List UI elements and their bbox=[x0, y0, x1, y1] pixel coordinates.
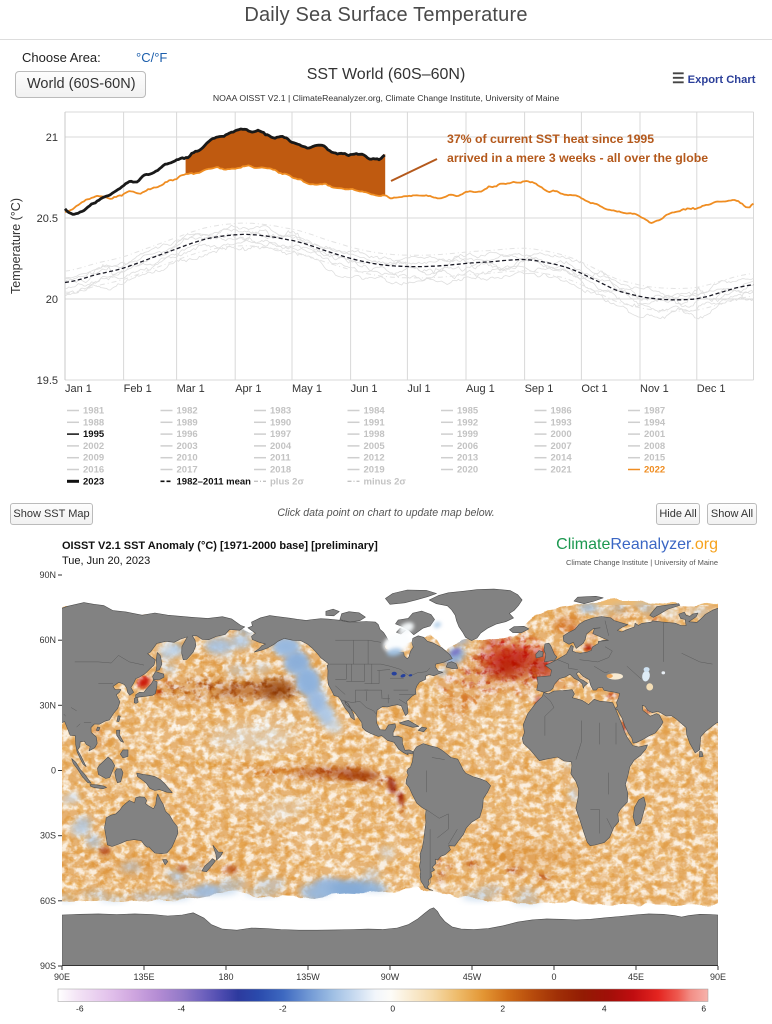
svg-text:1987: 1987 bbox=[644, 406, 665, 417]
svg-text:2019: 2019 bbox=[364, 465, 385, 476]
svg-text:30N: 30N bbox=[39, 700, 56, 710]
svg-text:90E: 90E bbox=[710, 972, 726, 982]
svg-text:2001: 2001 bbox=[644, 429, 666, 440]
svg-text:2020: 2020 bbox=[457, 465, 478, 476]
svg-text:Oct 1: Oct 1 bbox=[581, 383, 607, 395]
svg-text:45W: 45W bbox=[463, 972, 482, 982]
svg-text:2007: 2007 bbox=[551, 441, 572, 452]
svg-text:135W: 135W bbox=[296, 972, 320, 982]
svg-text:1997: 1997 bbox=[270, 429, 291, 440]
svg-text:90E: 90E bbox=[54, 972, 70, 982]
svg-text:0: 0 bbox=[390, 1004, 395, 1014]
svg-text:1998: 1998 bbox=[364, 429, 385, 440]
svg-text:1991: 1991 bbox=[364, 417, 386, 428]
svg-text:19.5: 19.5 bbox=[37, 375, 58, 387]
svg-text:2017: 2017 bbox=[177, 465, 198, 476]
svg-text:0: 0 bbox=[51, 766, 56, 776]
svg-text:1981: 1981 bbox=[83, 406, 105, 417]
svg-text:1996: 1996 bbox=[177, 429, 198, 440]
svg-text:1989: 1989 bbox=[177, 417, 198, 428]
svg-text:-2: -2 bbox=[279, 1004, 287, 1014]
svg-text:1982–2011 mean: 1982–2011 mean bbox=[177, 476, 252, 487]
svg-text:2022: 2022 bbox=[644, 465, 665, 476]
svg-text:2000: 2000 bbox=[551, 429, 572, 440]
svg-text:37% of current SST heat since: 37% of current SST heat since 1995 bbox=[447, 132, 654, 146]
svg-text:4: 4 bbox=[602, 1004, 607, 1014]
svg-text:90N: 90N bbox=[39, 570, 56, 580]
svg-text:90S: 90S bbox=[40, 961, 56, 971]
svg-text:arrived in a mere 3 weeks - al: arrived in a mere 3 weeks - all over the… bbox=[447, 151, 708, 165]
svg-text:1988: 1988 bbox=[83, 417, 104, 428]
svg-text:Sep 1: Sep 1 bbox=[525, 383, 554, 395]
svg-text:21: 21 bbox=[46, 132, 58, 144]
svg-text:1992: 1992 bbox=[457, 417, 478, 428]
svg-text:2023: 2023 bbox=[83, 476, 104, 487]
svg-text:Jan 1: Jan 1 bbox=[65, 383, 92, 395]
svg-text:1993: 1993 bbox=[551, 417, 572, 428]
svg-text:2021: 2021 bbox=[551, 465, 573, 476]
svg-text:2006: 2006 bbox=[457, 441, 478, 452]
svg-text:2016: 2016 bbox=[83, 465, 104, 476]
svg-text:1983: 1983 bbox=[270, 406, 291, 417]
svg-text:2010: 2010 bbox=[177, 453, 198, 464]
svg-text:Dec 1: Dec 1 bbox=[697, 383, 726, 395]
svg-text:1999: 1999 bbox=[457, 429, 478, 440]
svg-text:60S: 60S bbox=[40, 896, 56, 906]
svg-text:2014: 2014 bbox=[551, 453, 573, 464]
svg-text:2003: 2003 bbox=[177, 441, 198, 452]
svg-text:2005: 2005 bbox=[364, 441, 386, 452]
svg-text:Mar 1: Mar 1 bbox=[177, 383, 205, 395]
svg-text:1985: 1985 bbox=[457, 406, 479, 417]
svg-text:90W: 90W bbox=[381, 972, 400, 982]
svg-text:Nov 1: Nov 1 bbox=[640, 383, 669, 395]
svg-text:-6: -6 bbox=[76, 1004, 84, 1014]
svg-text:Feb 1: Feb 1 bbox=[124, 383, 152, 395]
svg-text:135E: 135E bbox=[133, 972, 154, 982]
svg-text:Jun 1: Jun 1 bbox=[351, 383, 378, 395]
svg-text:Aug 1: Aug 1 bbox=[466, 383, 495, 395]
svg-text:1986: 1986 bbox=[551, 406, 572, 417]
svg-text:2011: 2011 bbox=[270, 453, 291, 464]
svg-text:Jul 1: Jul 1 bbox=[407, 383, 430, 395]
svg-text:2002: 2002 bbox=[83, 441, 104, 452]
svg-text:20.5: 20.5 bbox=[37, 213, 58, 225]
svg-text:60N: 60N bbox=[39, 635, 56, 645]
svg-text:-4: -4 bbox=[178, 1004, 186, 1014]
svg-text:180: 180 bbox=[218, 972, 233, 982]
svg-text:1990: 1990 bbox=[270, 417, 291, 428]
svg-text:1995: 1995 bbox=[83, 429, 105, 440]
svg-text:Temperature (°C): Temperature (°C) bbox=[9, 198, 23, 294]
svg-text:6: 6 bbox=[701, 1004, 706, 1014]
svg-text:1984: 1984 bbox=[364, 406, 386, 417]
svg-text:Apr 1: Apr 1 bbox=[235, 383, 261, 395]
svg-text:plus 2σ: plus 2σ bbox=[270, 476, 304, 487]
svg-text:2013: 2013 bbox=[457, 453, 478, 464]
svg-text:2004: 2004 bbox=[270, 441, 292, 452]
svg-text:2008: 2008 bbox=[644, 441, 665, 452]
svg-text:May 1: May 1 bbox=[292, 383, 322, 395]
svg-text:1982: 1982 bbox=[177, 406, 198, 417]
svg-text:20: 20 bbox=[46, 294, 58, 306]
svg-text:2009: 2009 bbox=[83, 453, 104, 464]
svg-text:minus 2σ: minus 2σ bbox=[364, 476, 407, 487]
svg-text:45E: 45E bbox=[628, 972, 644, 982]
svg-text:1994: 1994 bbox=[644, 417, 666, 428]
svg-text:30S: 30S bbox=[40, 831, 56, 841]
svg-text:2018: 2018 bbox=[270, 465, 291, 476]
svg-text:2015: 2015 bbox=[644, 453, 666, 464]
svg-text:2: 2 bbox=[500, 1004, 505, 1014]
svg-text:0: 0 bbox=[551, 972, 556, 982]
svg-text:2012: 2012 bbox=[364, 453, 385, 464]
